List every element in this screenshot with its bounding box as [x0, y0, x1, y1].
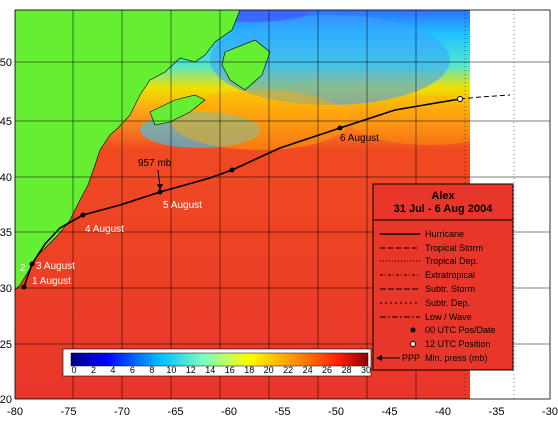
- position-marker: [21, 284, 27, 290]
- legend-subtitle: 31 Jul - 6 Aug 2004: [394, 203, 494, 215]
- colorbar-tick-label: 14: [205, 365, 215, 375]
- legend-subtr-dep: Subtr. Dep.: [425, 298, 470, 308]
- x-tick-label: -35: [489, 406, 505, 418]
- y-tick-label: 40: [0, 172, 12, 184]
- legend-low-wave: Low / Wave: [425, 312, 472, 322]
- date-label-5: 5 August: [163, 200, 202, 211]
- x-tick-label: -30: [542, 406, 558, 418]
- colorbar-tick-label: 4: [110, 365, 115, 375]
- land-mass: [15, 10, 271, 291]
- colorbar-tick-label: 2: [91, 365, 96, 375]
- colorbar-tick-label: 10: [166, 365, 176, 375]
- position-marker: [29, 261, 35, 267]
- date-label-4: 4 August: [85, 224, 124, 235]
- legend-extratropical: Extratropical: [425, 270, 475, 280]
- position-marker: [80, 212, 86, 218]
- date-label-3: 3 August: [36, 261, 75, 272]
- colorbar-tick-label: 16: [225, 365, 235, 375]
- y-axis: 20 25 30 35 40 45 50: [0, 57, 12, 406]
- legend-tropical-dep: Tropical Dep.: [425, 256, 478, 266]
- y-tick-label: 50: [0, 57, 12, 69]
- legend-subtr-storm: Subtr. Storm: [425, 284, 475, 294]
- position-marker: [157, 189, 163, 195]
- y-tick-label: 45: [0, 116, 12, 128]
- legend: Alex 31 Jul - 6 Aug 2004 Hurricane Tropi…: [372, 183, 514, 371]
- x-tick-label: -80: [7, 406, 23, 418]
- x-axis: -80 -75 -70 -65 -60 -55 -50 -45 -40 -35 -30: [7, 406, 558, 418]
- colorbar-tick-label: 22: [283, 365, 293, 375]
- date-label-2: 2: [20, 263, 26, 274]
- colorbar-tick-label: 30: [361, 365, 371, 375]
- colorbar-tick-label: 8: [149, 365, 154, 375]
- date-label-6: 6 August: [340, 133, 379, 144]
- x-tick-label: -50: [328, 406, 344, 418]
- x-tick-label: -45: [382, 406, 398, 418]
- colorbar-tick-label: 6: [130, 365, 135, 375]
- colorbar-tick-label: 26: [322, 365, 332, 375]
- colorbar-tick-label: 28: [342, 365, 352, 375]
- y-tick-label: 20: [0, 394, 12, 406]
- storm-track: [21, 94, 511, 290]
- legend-utc12: 12 UTC Position: [425, 339, 491, 349]
- legend-title: Alex: [431, 190, 455, 202]
- plot-frame: [14, 9, 551, 400]
- x-tick-label: -75: [61, 406, 77, 418]
- colorbar-tick-label: 12: [186, 365, 196, 375]
- x-tick-label: -55: [275, 406, 291, 418]
- x-tick-label: -40: [435, 406, 451, 418]
- legend-ppp: PPP: [402, 353, 420, 363]
- colorbar-tick-label: 18: [244, 365, 254, 375]
- legend-utc00: 00 UTC Pos/Date: [425, 325, 496, 335]
- y-tick-label: 30: [0, 283, 12, 295]
- position-marker: [229, 167, 235, 173]
- min-press-label: 957 mb: [138, 158, 172, 169]
- date-label-1: 1 August: [32, 276, 71, 287]
- colorbar-tick-label: 20: [264, 365, 274, 375]
- x-tick-label: -70: [114, 406, 130, 418]
- position-marker: [337, 125, 343, 131]
- x-tick-label: -65: [168, 406, 184, 418]
- y-tick-label: 35: [0, 227, 12, 239]
- colorbar-tick-label: 24: [303, 365, 313, 375]
- colorbar-tick-label: 0: [71, 365, 76, 375]
- legend-tropical-storm: Tropical Storm: [425, 243, 483, 253]
- legend-min-press: Min. press (mb): [425, 353, 488, 363]
- legend-hurricane: Hurricane: [425, 229, 464, 239]
- x-tick-label: -60: [221, 406, 237, 418]
- y-tick-label: 25: [0, 339, 12, 351]
- position-marker: [457, 96, 463, 102]
- colorbar: 0 2 4 6 8 10 12 14 16 18 20 22 24 26 28 30: [62, 348, 372, 377]
